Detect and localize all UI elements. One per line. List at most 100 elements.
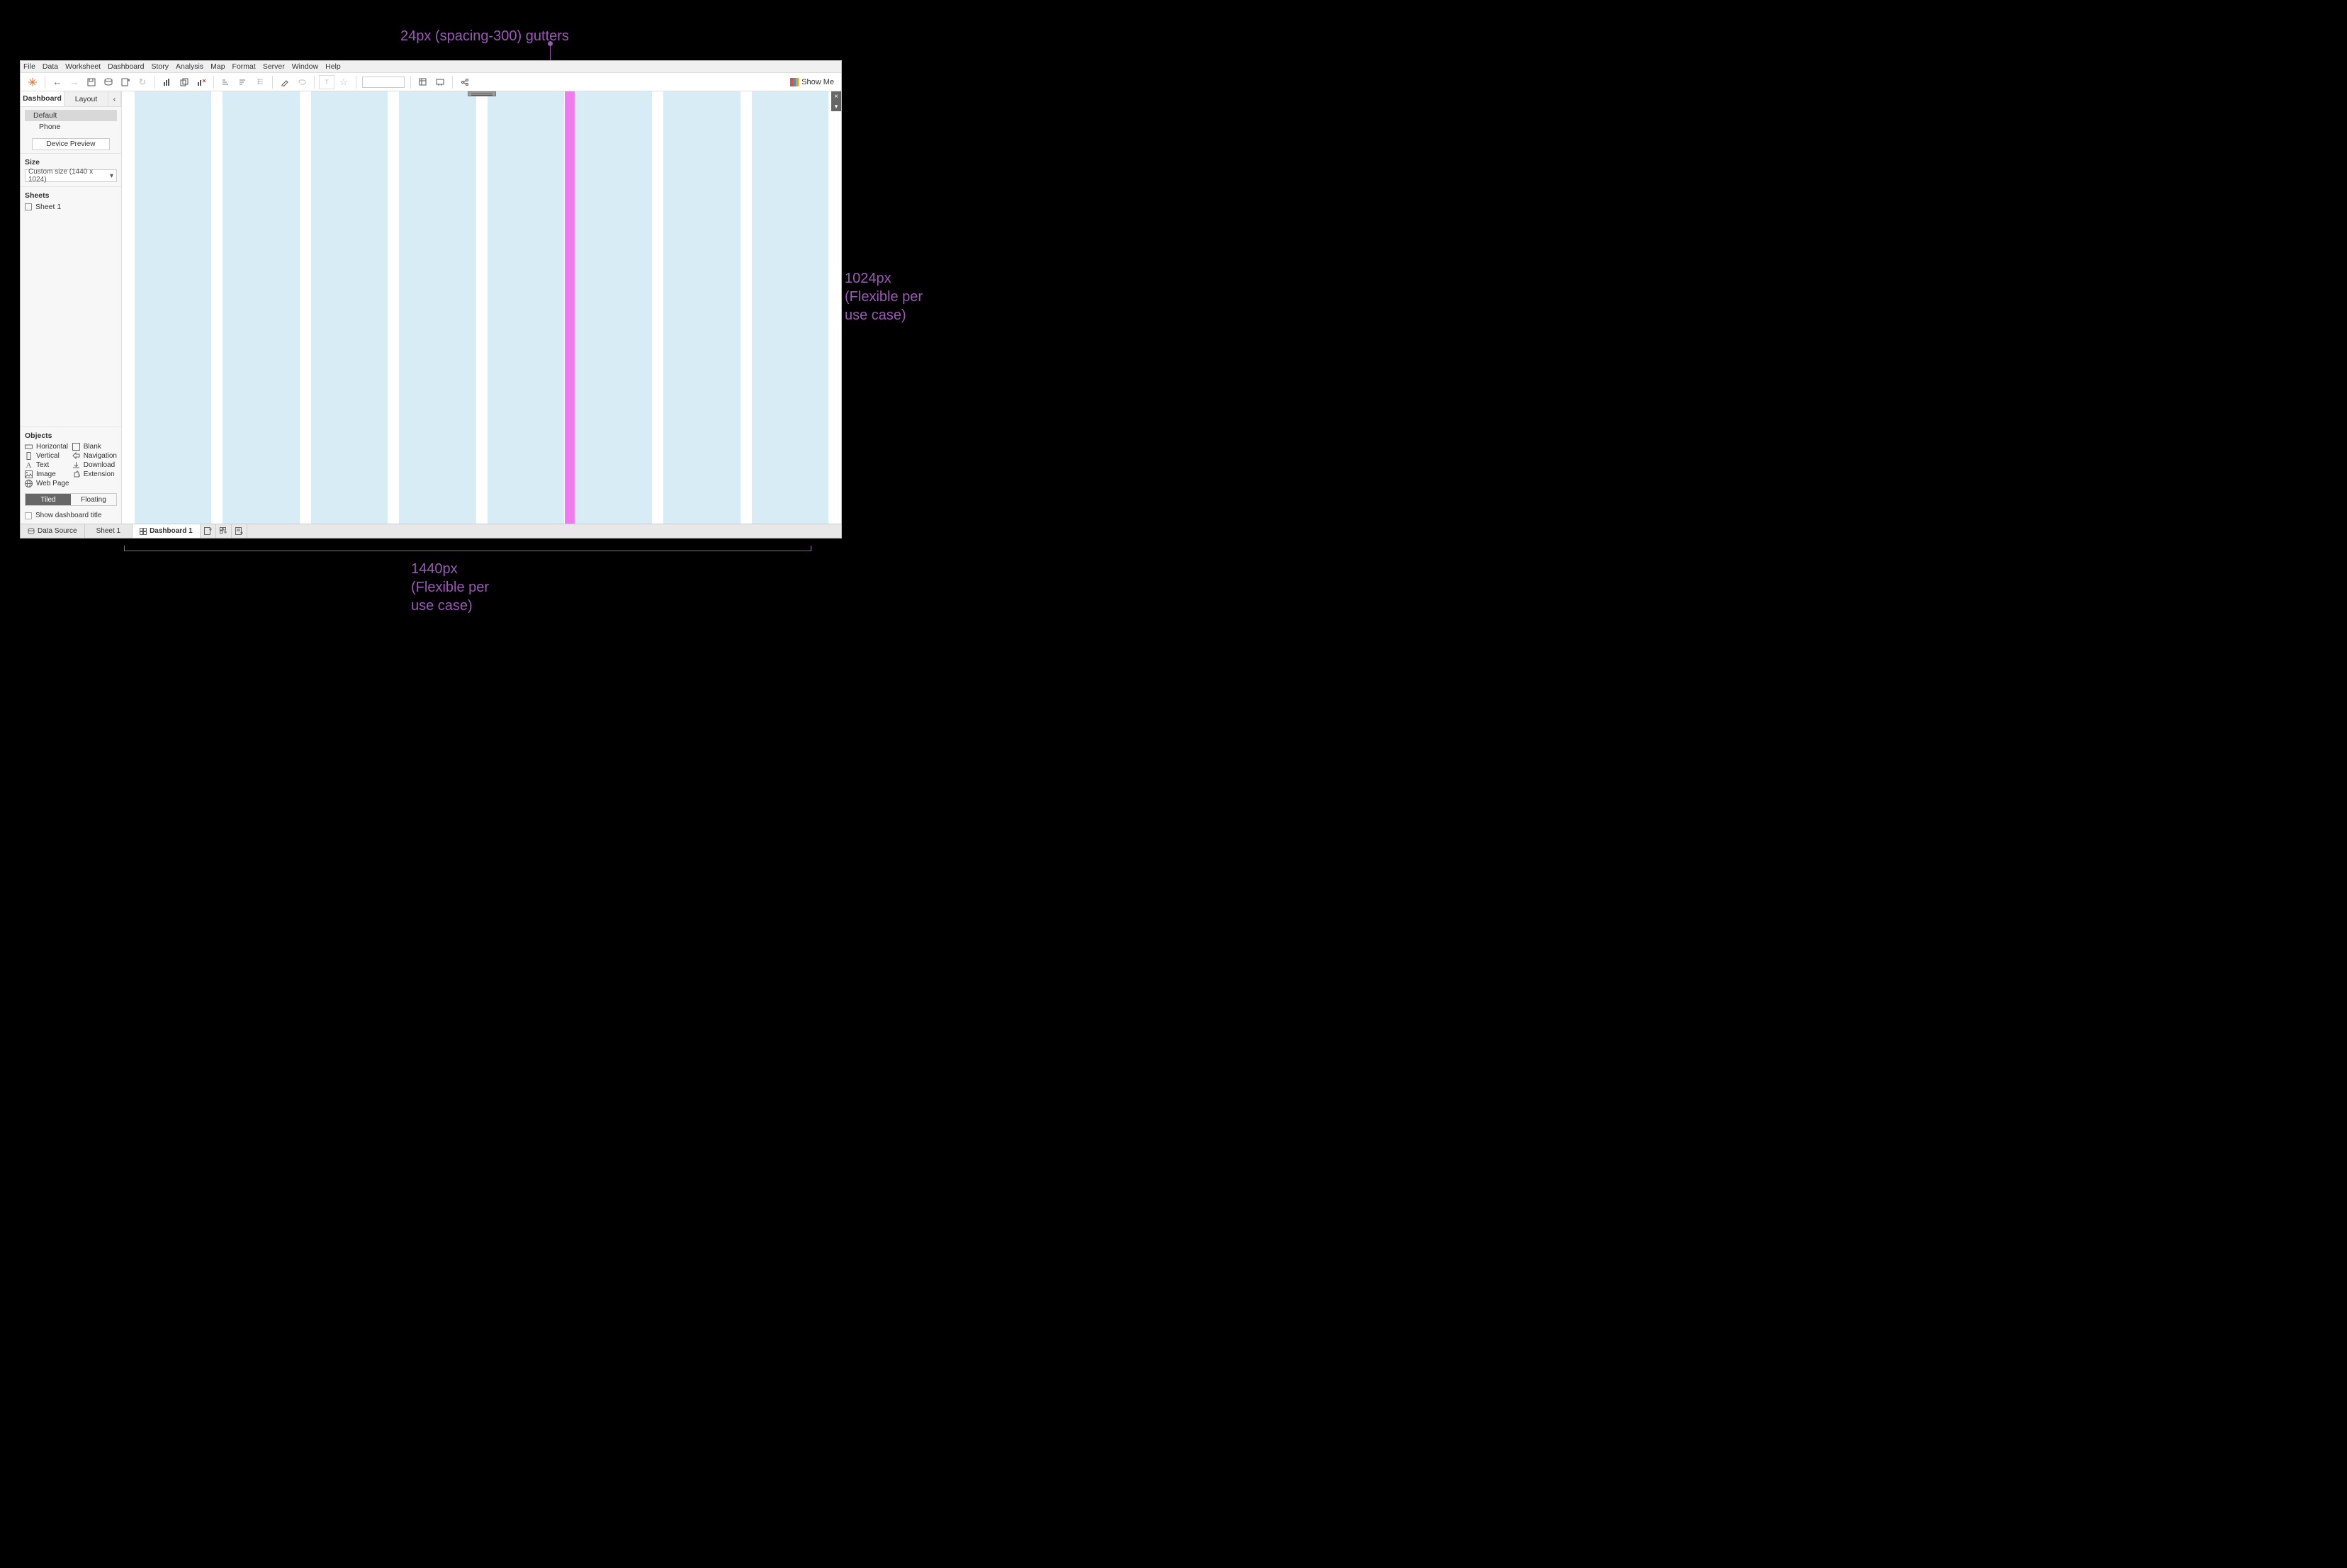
annotation-width-note2: use case): [411, 598, 473, 614]
object-label: Navigation: [84, 452, 117, 460]
data-source-icon: [28, 528, 35, 535]
annotation-height-note1: (Flexible per: [845, 289, 923, 305]
new-worksheet-tab[interactable]: [201, 524, 216, 538]
collapse-sidebar-button[interactable]: ‹: [108, 91, 121, 106]
grid-column: [399, 91, 475, 524]
object-label: Horizontal: [36, 443, 68, 451]
menu-data[interactable]: Data: [43, 62, 58, 71]
share-button[interactable]: [457, 75, 473, 89]
tab-sheet1[interactable]: Sheet 1: [85, 524, 133, 538]
toolbar-search-dropdown[interactable]: [362, 77, 405, 88]
tiled-option[interactable]: Tiled: [26, 494, 71, 505]
annotation-height: 1024px (Flexible per use case): [845, 269, 923, 325]
favorite-button[interactable]: ☆: [336, 75, 351, 89]
toolbar-separator: [272, 76, 273, 89]
object-label: Download: [84, 461, 115, 469]
sort-desc-button[interactable]: [235, 75, 251, 89]
clear-button[interactable]: [193, 75, 209, 89]
dashboard-canvas[interactable]: [122, 91, 841, 524]
sheet-item[interactable]: Sheet 1: [21, 201, 121, 213]
sheet-icon: [25, 203, 32, 210]
object-download[interactable]: Download: [72, 461, 117, 469]
image-icon: [25, 470, 33, 478]
annotation-height-note2: use case): [845, 308, 906, 323]
toolbar-separator: [213, 76, 214, 89]
object-extension[interactable]: Extension: [72, 470, 117, 478]
device-preview-button[interactable]: Device Preview: [32, 138, 110, 150]
more-options-button[interactable]: ▾: [831, 101, 841, 111]
object-label: Image: [36, 470, 56, 478]
totals-button[interactable]: [252, 75, 268, 89]
menu-story[interactable]: Story: [151, 62, 169, 71]
size-dropdown[interactable]: Custom size (1440 x 1024) ▾: [25, 169, 117, 182]
tab-label: Dashboard 1: [150, 527, 193, 535]
grid-column: [488, 91, 564, 524]
object-blank[interactable]: Blank: [72, 443, 117, 451]
menu-analysis[interactable]: Analysis: [176, 62, 203, 71]
attach-button[interactable]: [294, 75, 310, 89]
text-icon: A: [25, 461, 33, 469]
object-navigation[interactable]: Navigation: [72, 452, 117, 460]
floating-option[interactable]: Floating: [71, 494, 116, 505]
object-horizontal[interactable]: Horizontal: [25, 443, 69, 451]
object-label: Text: [36, 461, 49, 469]
grid-column: [663, 91, 740, 524]
menu-server[interactable]: Server: [263, 62, 285, 71]
object-text[interactable]: AText: [25, 461, 69, 469]
grid-column: [575, 91, 652, 524]
drag-handle-icon[interactable]: [468, 91, 496, 96]
device-default[interactable]: Default: [25, 110, 117, 121]
menu-dashboard[interactable]: Dashboard: [108, 62, 144, 71]
new-worksheet-button[interactable]: [118, 75, 133, 89]
tab-dashboard1[interactable]: Dashboard 1: [133, 524, 201, 538]
object-vertical[interactable]: Vertical: [25, 452, 69, 460]
highlight-button[interactable]: [277, 75, 293, 89]
menu-format[interactable]: Format: [232, 62, 256, 71]
tab-dashboard[interactable]: Dashboard: [21, 91, 64, 106]
annotation-width: 1440px (Flexible per use case): [411, 560, 489, 615]
blank-icon: [72, 443, 80, 451]
new-dashboard-tab[interactable]: [216, 524, 232, 538]
device-phone[interactable]: Phone: [25, 121, 117, 132]
forward-button[interactable]: →: [67, 75, 82, 89]
close-button[interactable]: ×: [831, 91, 841, 101]
menu-file[interactable]: File: [23, 62, 35, 71]
object-label: Vertical: [36, 452, 60, 460]
tab-label: Data Source: [38, 527, 77, 535]
save-button[interactable]: [84, 75, 99, 89]
menu-help[interactable]: Help: [325, 62, 341, 71]
duplicate-button[interactable]: [176, 75, 192, 89]
swap-button[interactable]: [159, 75, 175, 89]
fit-button[interactable]: [415, 75, 431, 89]
text-button[interactable]: T: [319, 75, 334, 89]
tableau-logo-icon[interactable]: [25, 75, 40, 89]
menu-map[interactable]: Map: [210, 62, 225, 71]
menu-window[interactable]: Window: [292, 62, 318, 71]
refresh-button[interactable]: ↻: [135, 75, 150, 89]
object-webpage[interactable]: Web Page: [25, 480, 69, 487]
grid-column: [135, 91, 211, 524]
dashboard-icon: [140, 528, 147, 535]
toolbar-separator: [410, 76, 411, 89]
bottom-tabs: Data Source Sheet 1 Dashboard 1: [21, 524, 841, 538]
grid-column: [752, 91, 828, 524]
new-data-button[interactable]: [101, 75, 116, 89]
object-label: Web Page: [36, 480, 69, 487]
menubar: File Data Worksheet Dashboard Story Anal…: [21, 61, 841, 73]
back-button[interactable]: ←: [50, 75, 65, 89]
canvas-wrap: × ▾: [122, 91, 841, 524]
checkbox-icon: [25, 512, 32, 519]
show-me-button[interactable]: Show Me: [787, 78, 837, 86]
extension-icon: [72, 470, 80, 478]
annotation-gutters: 24px (spacing-300) gutters: [400, 27, 569, 45]
object-image[interactable]: Image: [25, 470, 69, 478]
menu-worksheet[interactable]: Worksheet: [65, 62, 101, 71]
tab-layout[interactable]: Layout: [64, 91, 108, 106]
presentation-button[interactable]: [432, 75, 448, 89]
tab-data-source[interactable]: Data Source: [21, 524, 85, 538]
sort-asc-button[interactable]: [218, 75, 234, 89]
tiled-floating-toggle[interactable]: Tiled Floating: [25, 493, 117, 506]
show-title-checkbox-row[interactable]: Show dashboard title: [21, 510, 121, 524]
webpage-icon: [25, 480, 33, 487]
new-story-tab[interactable]: [232, 524, 247, 538]
